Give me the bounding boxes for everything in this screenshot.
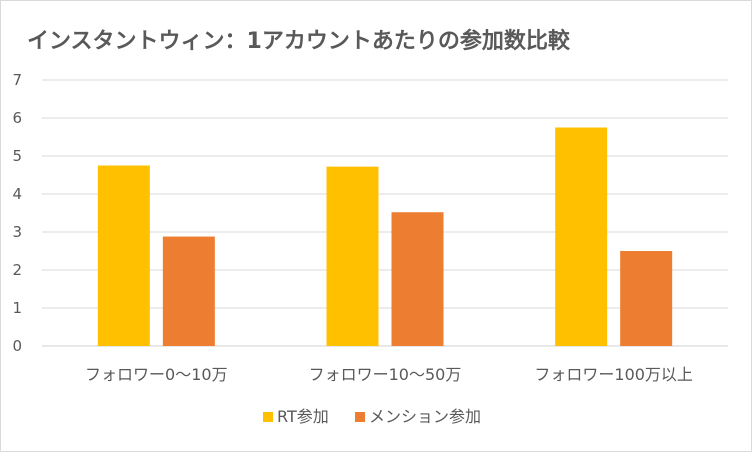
bar-rt-0 [97,165,150,346]
gridlines [42,79,728,347]
x-category-label: フォロワー0～10万 [85,365,228,384]
bar-mention-0 [162,236,215,346]
y-tick-label: 5 [12,147,22,165]
x-axis-labels: フォロワー0～10万 フォロワー10～50万 フォロワー100万以上 [85,365,693,384]
x-category-label: フォロワー10～50万 [309,365,462,384]
bar-mention-2 [620,251,673,346]
bar-mention-1 [391,212,444,346]
legend-swatch [355,412,365,422]
legend-swatch [263,412,273,422]
y-tick-label: 1 [12,299,22,317]
y-tick-label: 7 [12,71,22,89]
chart-title: インスタントウィン：1アカウントあたりの参加数比較 [27,29,570,54]
y-tick-label: 2 [12,261,22,279]
legend-label: RT参加 [277,407,329,426]
x-category-label: フォロワー100万以上 [534,365,693,384]
y-tick-label: 4 [12,185,22,203]
y-tick-label: 3 [12,223,22,241]
legend: RT参加 メンション参加 [263,407,481,426]
legend-label: メンション参加 [369,407,481,426]
y-tick-label: 6 [12,109,22,127]
bar-rt-1 [326,166,379,346]
y-axis-ticks: 0 1 2 3 4 5 6 7 [12,71,22,355]
bar-rt-2 [555,127,608,346]
y-tick-label: 0 [12,337,22,355]
bars [97,127,673,346]
